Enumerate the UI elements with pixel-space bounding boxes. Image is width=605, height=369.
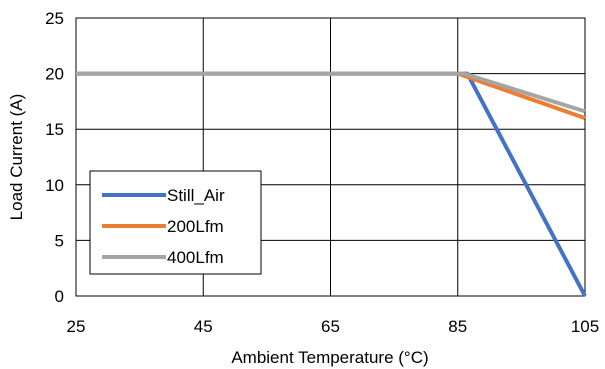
plot-border [75,17,586,297]
y-axis-title: Load Current (A) [7,94,26,221]
x-tick-label: 25 [67,317,86,336]
y-tick-label: 20 [45,65,64,84]
y-tick-labels: 0 5 10 15 20 25 [45,9,64,306]
y-tick-label: 0 [55,287,64,306]
legend-label-still_air: Still_Air [167,186,225,205]
legend: Still_Air 200Lfm 400Lfm [89,170,262,275]
series-layer [76,71,587,297]
x-axis-title: Ambient Temperature (°C) [231,348,428,367]
x-tick-label: 65 [321,317,340,336]
y-tick-label: 25 [45,9,64,28]
x-tick-label: 85 [448,317,467,336]
legend-label-200lfm: 200Lfm [167,217,224,236]
x-tick-label: 105 [571,317,599,336]
legend-label-400lfm: 400Lfm [167,248,224,267]
series-line-400lfm [76,71,586,114]
y-tick-label: 15 [45,120,64,139]
y-tick-label: 5 [55,231,64,250]
x-tick-labels: 25 45 65 85 105 [67,317,600,336]
y-tick-label: 10 [45,176,64,195]
x-tick-label: 45 [194,317,213,336]
